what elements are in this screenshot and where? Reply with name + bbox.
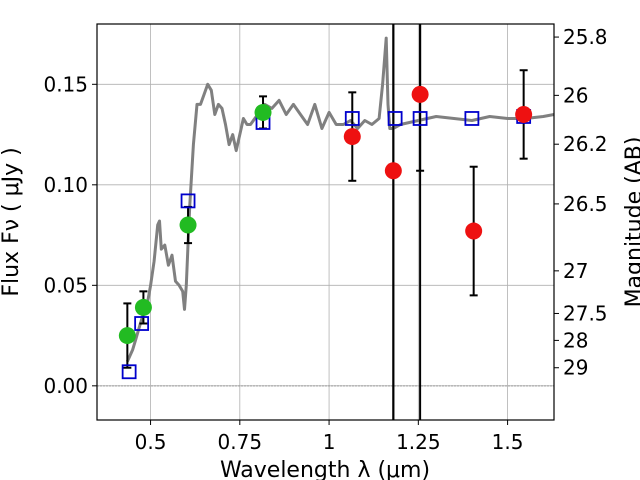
observed-flux-point [134, 298, 152, 316]
right-tick-label: 27.5 [563, 301, 608, 325]
right-tick-label: 27 [563, 259, 588, 283]
observed-flux-point [118, 327, 136, 345]
observed-flux-point [515, 105, 533, 123]
y-axis-ticks: 0.00 0.05 0.10 0.15 [43, 72, 97, 398]
right-tick-label: 29 [563, 356, 588, 380]
right-tick-label: 26.5 [563, 192, 608, 216]
model-flux-square [180, 193, 196, 209]
x-tick-label: 0.5 [135, 430, 167, 454]
model-flux-square [121, 364, 137, 380]
observed-flux-point [384, 162, 402, 180]
x-axis-ticks: 0.5 0.75 1 1.25 1.5 [135, 420, 524, 454]
plot-frame [96, 23, 555, 421]
model-flux-square [412, 111, 428, 126]
model-flux-square [464, 111, 480, 126]
observed-flux-point [343, 128, 361, 146]
model-flux-square [134, 316, 150, 331]
x-tick-label: 1.25 [396, 430, 441, 454]
model-flux-square [344, 111, 360, 126]
error-bars [123, 24, 528, 420]
observed-flux-point [254, 103, 272, 121]
observed-flux-point [411, 85, 429, 103]
observed-flux-point [465, 222, 483, 240]
x-axis-label: Wavelength λ (μm) [220, 458, 430, 480]
right-tick-label: 25.8 [563, 25, 608, 49]
right-tick-label: 26 [563, 83, 588, 107]
y-tick-label: 0.00 [43, 374, 88, 398]
plot-background [97, 24, 554, 420]
x-tick-label: 0.75 [218, 430, 263, 454]
y-tick-label: 0.15 [43, 72, 88, 96]
right-tick-label: 26.2 [563, 132, 608, 156]
x-tick-label: 1.5 [492, 430, 524, 454]
model-flux-square [387, 111, 403, 126]
y-tick-label: 0.10 [43, 173, 88, 197]
right-tick-label: 28 [563, 328, 588, 352]
y-tick-label: 0.05 [43, 273, 88, 297]
observed-flux-point [179, 216, 197, 234]
right-axis-ticks: 25.8 26 26.2 26.5 27 27.5 28 29 [554, 25, 608, 380]
y-axis-label: Flux Fν ( μJy ) [0, 147, 24, 296]
right-axis-label: Magnitude (AB) [622, 137, 640, 308]
data-markers [118, 85, 533, 380]
x-tick-label: 1 [323, 430, 336, 454]
